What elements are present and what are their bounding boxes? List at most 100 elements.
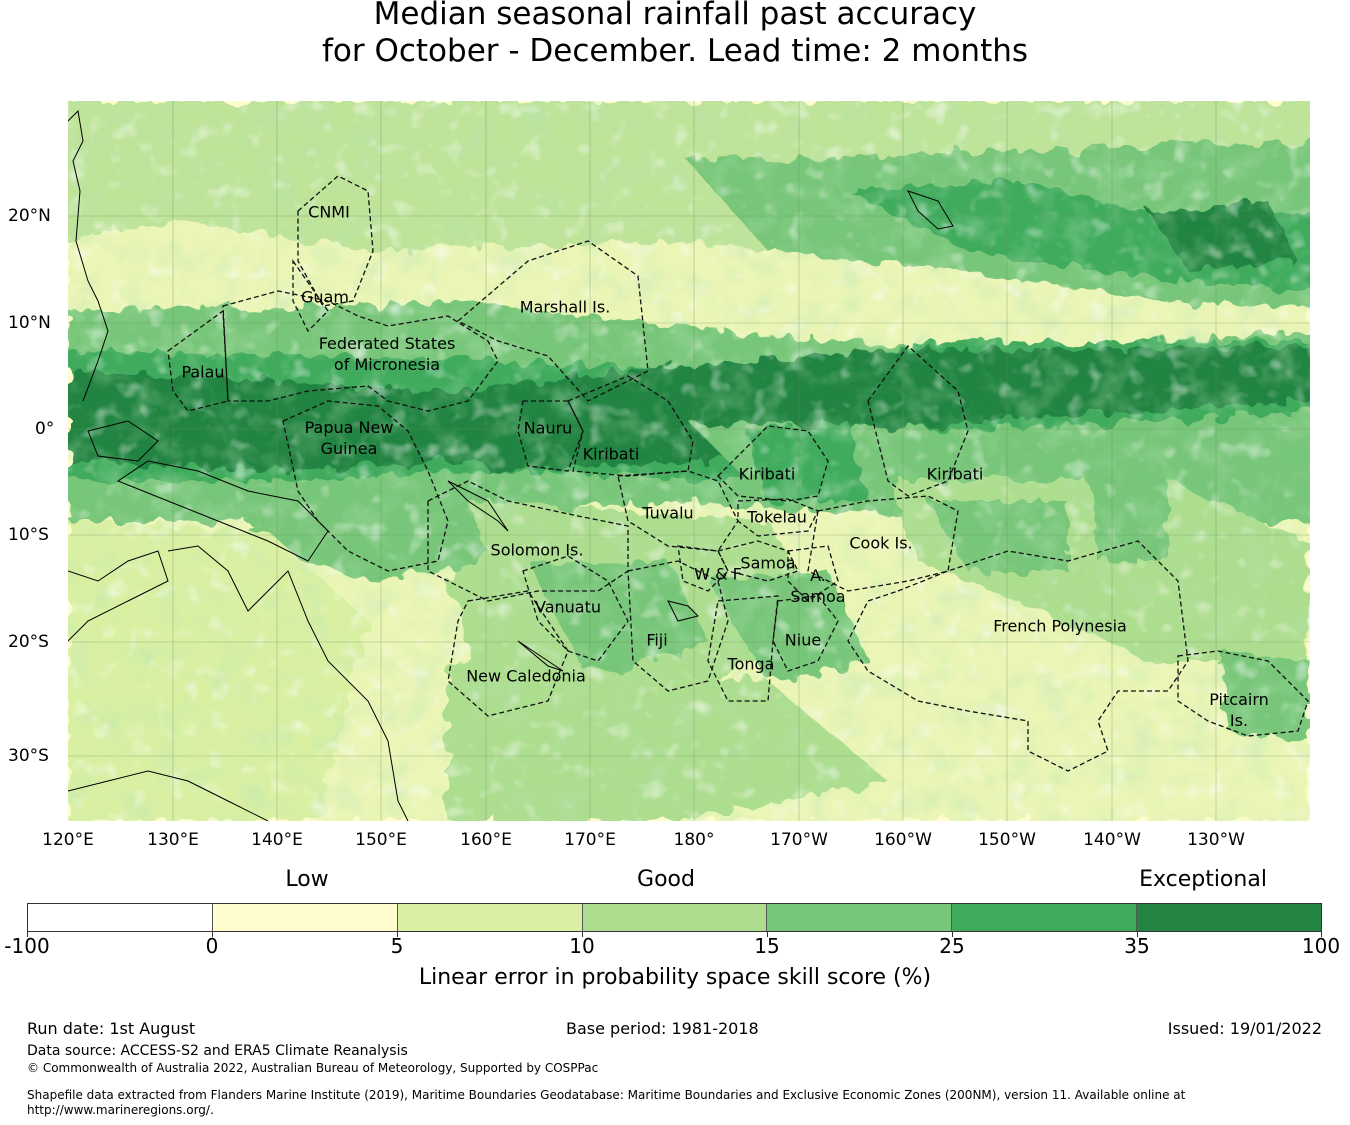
eez-kiribati-w xyxy=(567,375,694,477)
eez-tuvalu xyxy=(617,470,739,552)
title-line-2: for October - December. Lead time: 2 mon… xyxy=(321,33,1029,69)
eez-niue xyxy=(772,595,839,672)
label-pitcairn-line-2: Is. xyxy=(1229,711,1249,730)
colorbar-segment xyxy=(767,904,953,931)
colorbar-tick xyxy=(212,932,213,937)
lon-label: 180° xyxy=(673,830,715,850)
colorbar-tick xyxy=(582,932,583,937)
legend-category-low: Low xyxy=(285,867,329,892)
run-date: Run date: 1st August xyxy=(27,1019,196,1038)
eez-png xyxy=(282,400,449,572)
eez-cook xyxy=(807,495,959,592)
label-kiribati-east: Kiribati xyxy=(926,464,984,484)
shapefile-credit: Shapefile data extracted from Flanders M… xyxy=(27,1088,1186,1117)
map-canvas xyxy=(68,101,1310,821)
colorbar-tick-label: 5 xyxy=(390,934,404,958)
eez-wf xyxy=(677,545,729,592)
colorbar-segment xyxy=(1137,904,1322,931)
eez-tokelau xyxy=(737,498,819,537)
colorbar-segment xyxy=(582,904,768,931)
eez-tonga xyxy=(707,595,779,702)
colorbar-segment xyxy=(212,904,398,931)
lat-label: 0° xyxy=(35,419,55,439)
lon-label: 160°E xyxy=(460,830,512,850)
colorbar xyxy=(27,903,1322,932)
eez-marshall xyxy=(456,240,649,402)
label-asamoa-line-2: Samoa xyxy=(790,587,846,606)
lon-label: 140°E xyxy=(251,830,303,850)
eez-fsm xyxy=(222,290,499,412)
label-asamoa: A. Samoa xyxy=(790,565,845,607)
label-nauru: Nauru xyxy=(523,418,573,438)
label-pitcairn: Pitcairn Is. xyxy=(1209,689,1269,731)
lat-label: 20°S xyxy=(8,632,49,652)
label-tuvalu: Tuvalu xyxy=(642,503,694,523)
base-period: Base period: 1981-2018 xyxy=(566,1019,759,1038)
lon-label: 170°W xyxy=(770,830,828,850)
label-new-caledonia: New Caledonia xyxy=(466,666,586,686)
colorbar-label: Linear error in probability space skill … xyxy=(418,965,932,990)
colorbar-tick-label: 10 xyxy=(569,934,595,958)
label-guam: Guam xyxy=(301,287,349,307)
lon-label: 170°E xyxy=(564,830,616,850)
eez-asamoa xyxy=(787,545,839,602)
lon-label: 130°E xyxy=(147,830,199,850)
eez-fiji xyxy=(627,560,729,692)
graticule xyxy=(68,101,1310,821)
colorbar-tick xyxy=(1321,932,1322,937)
lon-label: 120°E xyxy=(42,830,94,850)
lon-label: 150°W xyxy=(978,830,1036,850)
label-cnmi: CNMI xyxy=(308,202,350,222)
colorbar-tick-label: 0 xyxy=(205,934,219,958)
label-png: Papua New Guinea xyxy=(305,417,394,459)
issued-date: Issued: 19/01/2022 xyxy=(1167,1019,1322,1038)
label-asamoa-line-1: A. xyxy=(810,566,826,585)
label-solomon: Solomon Is. xyxy=(490,540,584,560)
eez-kiribati-e xyxy=(867,345,969,497)
label-fsm: Federated States of Micronesia xyxy=(319,333,456,375)
colorbar-segment xyxy=(952,904,1138,931)
eez-cnmi xyxy=(297,175,374,307)
data-source: Data source: ACCESS-S2 and ERA5 Climate … xyxy=(27,1043,408,1059)
lon-label: 160°W xyxy=(874,830,932,850)
colorbar-tick xyxy=(1137,932,1138,937)
colorbar-tick-label: 100 xyxy=(1301,934,1341,958)
label-samoa: Samoa xyxy=(740,553,796,573)
eez-guam xyxy=(292,258,329,333)
lon-label: 140°W xyxy=(1083,830,1141,850)
label-palau: Palau xyxy=(181,362,225,382)
eez-boundaries xyxy=(167,175,1309,772)
label-pitcairn-line-1: Pitcairn xyxy=(1209,690,1269,709)
copyright: © Commonwealth of Australia 2022, Austra… xyxy=(27,1061,599,1075)
eez-samoa xyxy=(717,540,799,582)
lon-label: 150°E xyxy=(355,830,407,850)
colorbar-tick-label: -100 xyxy=(4,934,50,958)
colorbar-tick-label: 25 xyxy=(939,934,965,958)
eez-pitcairn xyxy=(1177,650,1309,737)
label-kiribati-central: Kiribati xyxy=(738,464,796,484)
eez-new-caledonia xyxy=(447,590,569,717)
title-line-1: Median seasonal rainfall past accuracy xyxy=(373,0,977,32)
label-png-line-2: Guinea xyxy=(320,439,378,458)
label-png-line-1: Papua New xyxy=(304,418,394,437)
colorbar-tick xyxy=(767,932,768,937)
colorbar-tick-label: 15 xyxy=(754,934,780,958)
label-cook: Cook Is. xyxy=(849,533,913,553)
legend-category-exceptional: Exceptional xyxy=(1139,867,1267,892)
label-vanuatu: Vanuatu xyxy=(534,597,602,617)
lon-label: 130°W xyxy=(1187,830,1245,850)
legend-category-good: Good xyxy=(637,867,695,892)
skill-map xyxy=(68,101,1310,821)
label-fiji: Fiji xyxy=(646,630,668,650)
lat-label: 10°N xyxy=(8,313,51,333)
colorbar-tick xyxy=(27,932,28,937)
label-fsm-line-1: Federated States xyxy=(318,334,456,353)
colorbar-segment xyxy=(397,904,583,931)
label-wf: W & F xyxy=(694,564,742,584)
colorbar-segment xyxy=(28,904,213,931)
lat-label: 10°S xyxy=(8,525,49,545)
label-french-polynesia: French Polynesia xyxy=(993,616,1127,636)
label-kiribati-west: Kiribati xyxy=(582,444,640,464)
label-fsm-line-2: of Micronesia xyxy=(333,355,441,374)
label-tokelau: Tokelau xyxy=(747,507,807,527)
